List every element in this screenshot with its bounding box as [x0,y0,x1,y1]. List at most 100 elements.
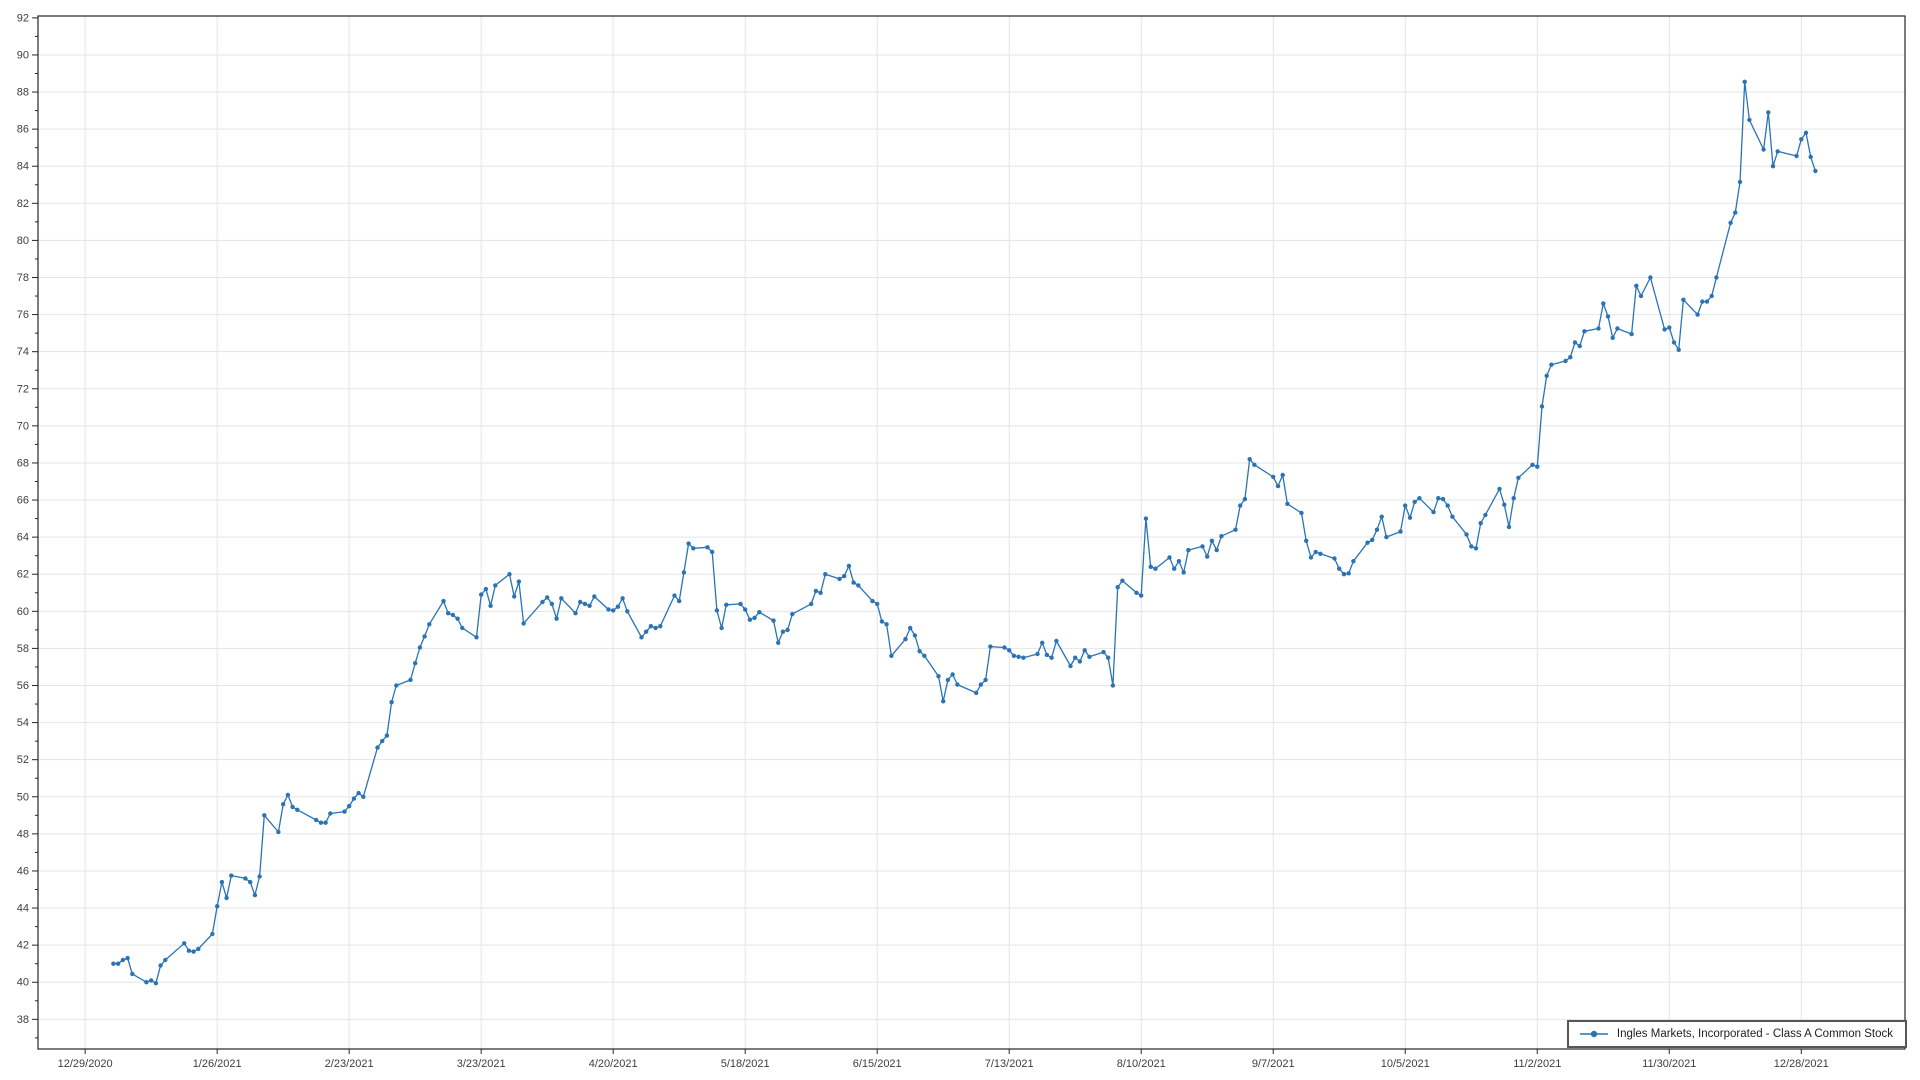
data-point-marker [361,794,366,799]
data-point-marker [554,616,559,621]
data-point-marker [738,601,743,607]
x-axis-tick-label: 7/13/2021 [985,1058,1034,1070]
x-axis-tick-label: 12/28/2021 [1774,1058,1829,1070]
data-point-marker [545,595,550,600]
data-point-marker [1799,137,1804,142]
data-point-marker [130,971,135,977]
data-point-marker [1431,509,1436,515]
data-point-marker [710,549,715,555]
x-axis-tick-label: 8/10/2021 [1117,1058,1166,1070]
y-axis-tick-label: 62 [17,569,29,581]
x-axis-tick-label: 10/5/2021 [1381,1058,1430,1070]
y-axis-tick-label: 54 [17,717,29,729]
data-point-marker [111,961,116,966]
data-point-marker [559,596,564,601]
data-point-marker [281,802,286,807]
data-point-marker [1714,275,1719,280]
legend: Ingles Markets, Incorporated - Class A C… [1566,1020,1907,1048]
data-point-marker [1610,335,1615,340]
data-point-marker [1407,515,1413,520]
data-point-marker [978,682,984,687]
data-point-marker [879,619,885,624]
data-point-marker [1275,483,1281,489]
data-point-marker [681,570,687,575]
data-point-marker [163,957,168,963]
data-point-marker [1200,544,1205,549]
data-point-marker [1770,164,1776,169]
data-point-marker [323,820,328,825]
data-point-marker [1271,474,1276,480]
data-point-marker [955,682,960,687]
y-axis-tick-label: 46 [17,865,29,877]
data-point-marker [1596,326,1601,331]
data-point-marker [1747,117,1752,123]
data-point-marker [615,604,621,609]
data-point-marker [1733,210,1738,215]
data-point-marker [639,635,644,640]
data-point-marker [144,980,149,985]
y-axis-tick-label: 76 [17,309,29,321]
data-point-marker [936,674,941,679]
x-axis-tick-label: 11/30/2021 [1642,1058,1696,1070]
data-point-marker [351,796,357,801]
data-point-marker [493,583,498,588]
series-line-marker-icon [1579,1030,1608,1038]
y-axis-tick-label: 40 [17,977,29,989]
data-point-marker [1242,496,1248,502]
data-point-marker [488,603,493,608]
data-point-marker [790,611,795,617]
data-point-marker [262,813,267,818]
data-point-marker [512,594,517,599]
data-point-marker [672,593,677,598]
data-point-marker [1087,654,1092,659]
x-axis-tick-label: 3/23/2021 [457,1058,506,1070]
data-point-marker [549,601,555,607]
data-point-marker [1469,544,1474,549]
data-point-marker [1214,547,1219,553]
data-point-marker [389,700,394,705]
data-point-marker [1318,551,1323,556]
y-axis-tick-label: 48 [17,828,29,840]
data-point-marker [1544,373,1549,378]
data-point-marker [1073,655,1078,660]
data-point-marker [950,672,955,677]
data-point-marker [941,699,946,704]
data-point-marker [1077,659,1083,664]
y-axis-tick-label: 72 [17,383,29,395]
y-axis-tick-label: 82 [17,198,29,210]
x-axis-tick-label: 1/26/2021 [193,1058,242,1070]
data-point-marker [653,625,658,631]
data-point-marker [1247,457,1252,462]
data-point-marker [686,541,691,546]
x-axis-tick-label: 9/7/2021 [1252,1058,1295,1070]
data-point-marker [540,599,545,605]
data-point-marker [1374,527,1380,532]
data-point-marker [1106,655,1111,660]
data-point-marker [747,617,753,622]
data-point-marker [257,874,262,879]
data-point-marker [1370,537,1375,543]
data-point-marker [1040,640,1045,645]
y-axis-tick-label: 80 [17,235,29,247]
y-axis-tick-label: 92 [17,12,29,24]
y-axis-tick-label: 66 [17,495,29,507]
data-point-marker [252,892,258,898]
data-point-marker [611,608,616,613]
y-axis-tick-label: 42 [17,940,29,952]
data-point-marker [1502,502,1507,507]
data-point-marker [186,948,192,953]
data-point-marker [818,590,823,595]
data-point-marker [1473,546,1479,551]
data-point-marker [224,895,229,901]
data-point-marker [625,609,630,614]
data-point-marker [210,931,215,937]
data-point-marker [1436,496,1441,501]
data-point-marker [908,625,913,631]
data-point-marker [1563,358,1568,364]
y-axis-tick-label: 52 [17,754,29,766]
data-point-marker [483,586,489,592]
data-point-marker [1082,648,1087,653]
data-point-marker [1101,649,1106,655]
data-point-marker [158,963,163,968]
data-point-marker [705,545,710,550]
